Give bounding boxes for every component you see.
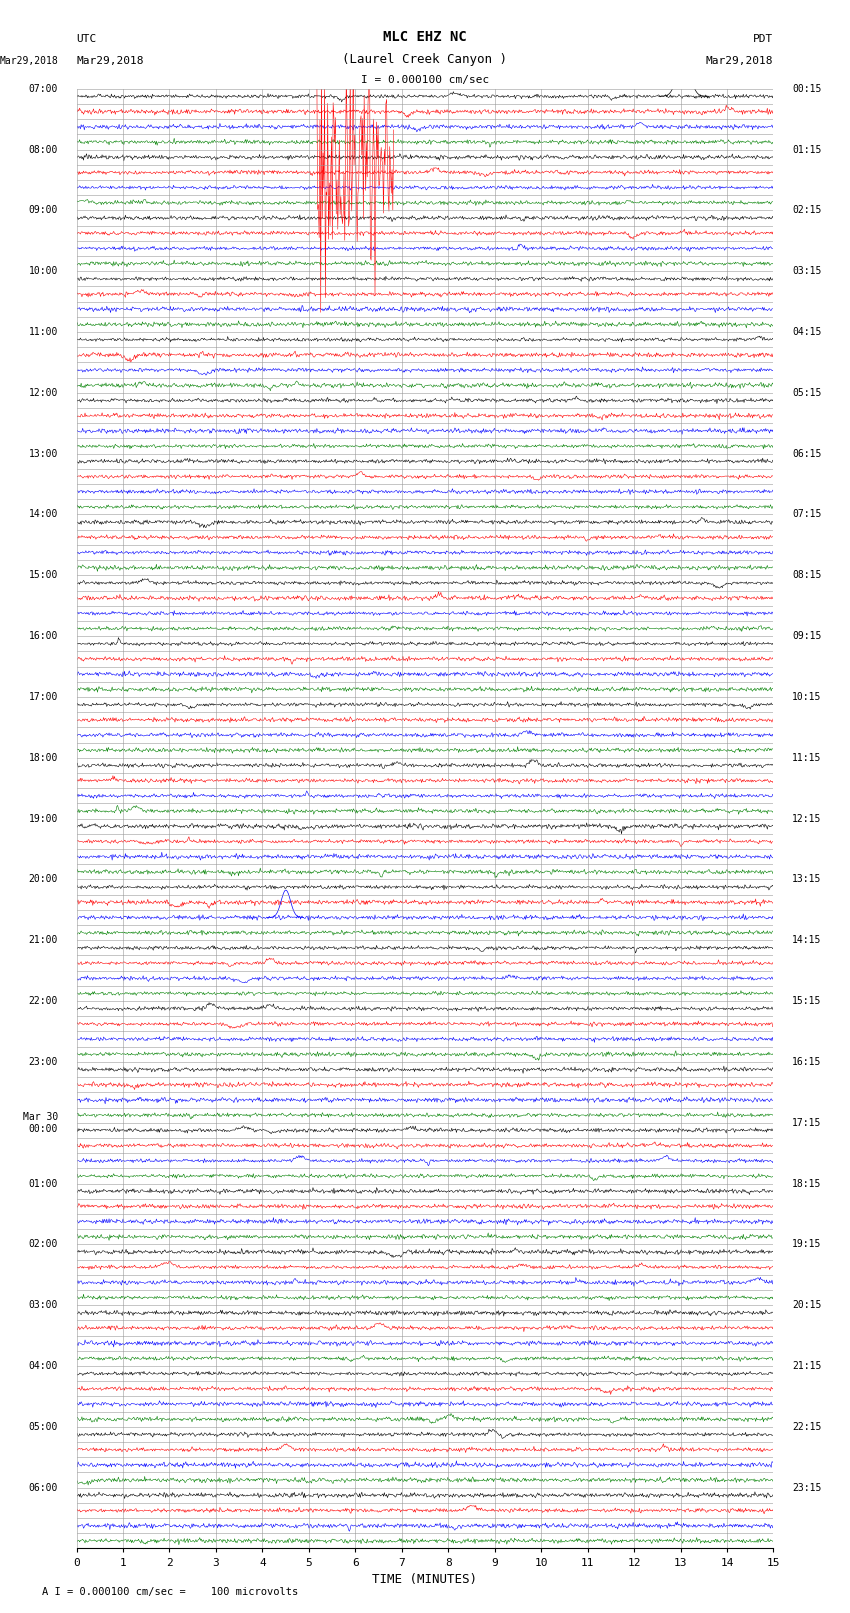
Text: 04:00: 04:00 [29, 1361, 58, 1371]
Text: 07:15: 07:15 [792, 510, 821, 519]
Text: 14:00: 14:00 [29, 510, 58, 519]
Text: 17:00: 17:00 [29, 692, 58, 702]
Text: MLC EHZ NC: MLC EHZ NC [383, 29, 467, 44]
Text: Mar29,2018: Mar29,2018 [706, 56, 774, 66]
Text: 13:15: 13:15 [792, 874, 821, 884]
Text: 22:15: 22:15 [792, 1421, 821, 1432]
Text: 02:00: 02:00 [29, 1239, 58, 1250]
Text: Mar 30
00:00: Mar 30 00:00 [23, 1111, 58, 1134]
Text: 01:00: 01:00 [29, 1179, 58, 1189]
Text: 04:15: 04:15 [792, 327, 821, 337]
Text: Mar29,2018: Mar29,2018 [0, 56, 58, 66]
Text: 18:15: 18:15 [792, 1179, 821, 1189]
Text: 20:00: 20:00 [29, 874, 58, 884]
Text: 20:15: 20:15 [792, 1300, 821, 1310]
Text: 08:00: 08:00 [29, 145, 58, 155]
Text: 11:15: 11:15 [792, 753, 821, 763]
Text: PDT: PDT [753, 34, 774, 44]
Text: 09:00: 09:00 [29, 205, 58, 216]
Text: 15:15: 15:15 [792, 997, 821, 1007]
Text: 15:00: 15:00 [29, 571, 58, 581]
Text: 16:15: 16:15 [792, 1057, 821, 1066]
Text: 18:00: 18:00 [29, 753, 58, 763]
Text: 05:15: 05:15 [792, 387, 821, 398]
Text: 19:15: 19:15 [792, 1239, 821, 1250]
Text: 11:00: 11:00 [29, 327, 58, 337]
Text: 21:00: 21:00 [29, 936, 58, 945]
Text: 00:15: 00:15 [792, 84, 821, 94]
Text: 12:15: 12:15 [792, 813, 821, 824]
Text: 07:00: 07:00 [29, 84, 58, 94]
Text: 05:00: 05:00 [29, 1421, 58, 1432]
Text: 23:15: 23:15 [792, 1482, 821, 1492]
Text: 23:00: 23:00 [29, 1057, 58, 1066]
Text: 19:00: 19:00 [29, 813, 58, 824]
Text: UTC: UTC [76, 34, 97, 44]
Text: 10:00: 10:00 [29, 266, 58, 276]
Text: 13:00: 13:00 [29, 448, 58, 458]
Text: 03:00: 03:00 [29, 1300, 58, 1310]
Text: 06:00: 06:00 [29, 1482, 58, 1492]
Text: 10:15: 10:15 [792, 692, 821, 702]
Text: I = 0.000100 cm/sec: I = 0.000100 cm/sec [361, 76, 489, 85]
Text: 01:15: 01:15 [792, 145, 821, 155]
Text: 21:15: 21:15 [792, 1361, 821, 1371]
Text: 08:15: 08:15 [792, 571, 821, 581]
Text: Mar29,2018: Mar29,2018 [76, 56, 144, 66]
Text: 14:15: 14:15 [792, 936, 821, 945]
Text: A I = 0.000100 cm/sec =    100 microvolts: A I = 0.000100 cm/sec = 100 microvolts [42, 1587, 298, 1597]
Text: 09:15: 09:15 [792, 631, 821, 640]
Text: 06:15: 06:15 [792, 448, 821, 458]
Text: 16:00: 16:00 [29, 631, 58, 640]
Text: 02:15: 02:15 [792, 205, 821, 216]
Text: 03:15: 03:15 [792, 266, 821, 276]
Text: 22:00: 22:00 [29, 997, 58, 1007]
X-axis label: TIME (MINUTES): TIME (MINUTES) [372, 1573, 478, 1586]
Text: 17:15: 17:15 [792, 1118, 821, 1127]
Text: (Laurel Creek Canyon ): (Laurel Creek Canyon ) [343, 53, 507, 66]
Text: 12:00: 12:00 [29, 387, 58, 398]
